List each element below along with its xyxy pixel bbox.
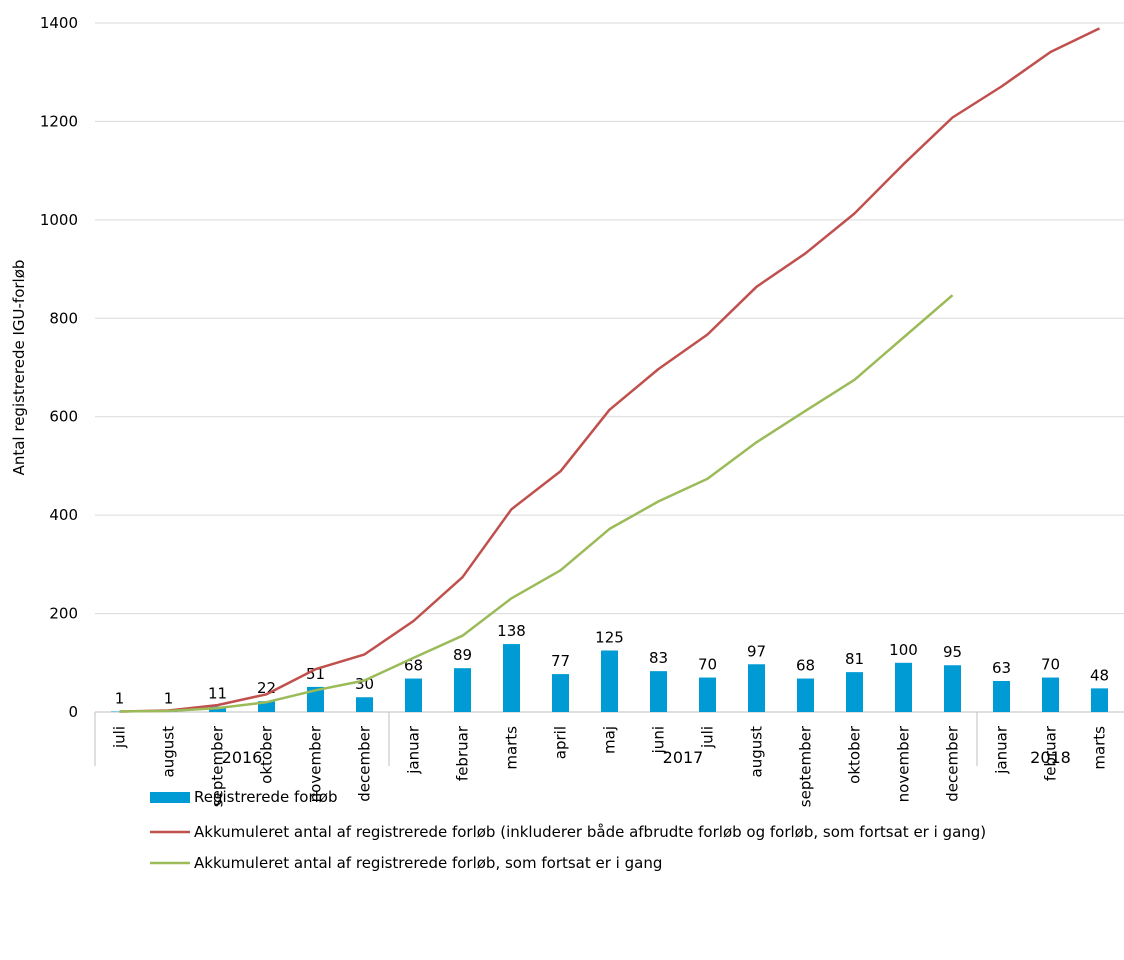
bar: [356, 697, 373, 712]
x-tick-label: marts: [503, 726, 521, 770]
data-label: 77: [551, 652, 570, 670]
bar: [748, 664, 765, 712]
y-tick-label: 600: [49, 408, 78, 426]
data-label: 70: [698, 656, 717, 674]
bar: [895, 663, 912, 712]
x-tick-label: februar: [454, 725, 472, 781]
bar: [650, 671, 667, 712]
y-axis-label: Antal registrerede IGU-forløb: [10, 260, 28, 476]
data-label: 100: [889, 641, 918, 659]
data-label: 63: [992, 659, 1011, 677]
x-tick-label: marts: [1091, 726, 1109, 770]
year-label: 2018: [1030, 748, 1071, 767]
year-label: 2016: [222, 748, 263, 767]
data-label: 81: [845, 650, 864, 668]
bar: [503, 644, 520, 712]
data-label: 83: [649, 649, 668, 667]
legend-label: Registrerede forløb: [194, 788, 338, 806]
x-tick-label: november: [895, 725, 913, 802]
y-tick-label: 0: [68, 703, 78, 721]
data-label: 138: [497, 622, 526, 640]
line-series-total: [120, 28, 1100, 711]
x-tick-label: april: [552, 726, 570, 759]
bar: [1091, 688, 1108, 712]
data-label: 95: [943, 643, 962, 661]
legend-swatch-bar: [150, 792, 190, 803]
legend-label: Akkumuleret antal af registrerede forløb…: [194, 823, 986, 841]
x-tick-label: september: [797, 725, 815, 807]
bar: [601, 650, 618, 712]
y-tick-label: 1400: [40, 14, 78, 32]
bar: [699, 678, 716, 712]
legend-label: Akkumuleret antal af registrerede forløb…: [194, 854, 662, 872]
bar: [1042, 678, 1059, 712]
bar: [552, 674, 569, 712]
x-tick-label: oktober: [846, 725, 864, 784]
y-tick-label: 200: [49, 605, 78, 623]
data-label: 97: [747, 642, 766, 660]
bar: [846, 672, 863, 712]
data-label: 1: [164, 690, 174, 708]
bar: [797, 679, 814, 712]
data-label: 125: [595, 628, 624, 646]
data-label: 68: [796, 657, 815, 675]
x-tick-label: januar: [405, 725, 423, 775]
data-label: 70: [1041, 656, 1060, 674]
x-tick-label: december: [944, 725, 962, 802]
bar: [993, 681, 1010, 712]
data-label: 89: [453, 646, 472, 664]
y-tick-label: 800: [49, 309, 78, 327]
x-tick-label: juli: [699, 726, 717, 749]
x-tick-label: december: [356, 725, 374, 802]
x-tick-label: august: [160, 726, 178, 778]
x-tick-label: januar: [993, 725, 1011, 775]
x-tick-label: juli: [111, 726, 129, 749]
x-tick-label: maj: [601, 726, 619, 754]
data-label: 1: [115, 690, 125, 708]
bar: [944, 665, 961, 712]
y-tick-label: 1000: [40, 211, 78, 229]
bar: [454, 668, 471, 712]
y-tick-label: 1200: [40, 112, 78, 130]
y-tick-label: 400: [49, 506, 78, 524]
bar: [405, 679, 422, 712]
data-label: 11: [208, 685, 227, 703]
line-series-ongoing: [120, 295, 953, 711]
year-label: 2017: [663, 748, 704, 767]
data-label: 48: [1090, 666, 1109, 684]
x-tick-label: august: [748, 726, 766, 778]
